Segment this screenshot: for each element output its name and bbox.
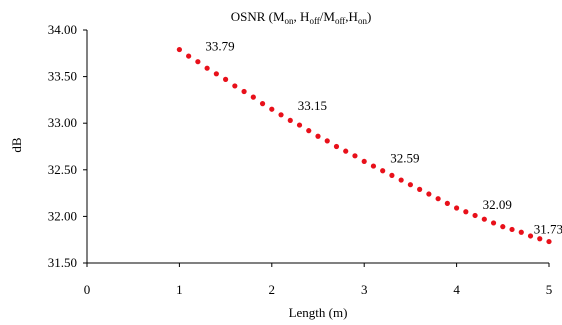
chart-title-part: /M [320, 9, 336, 24]
x-ticks: 0 1 2 3 4 5 [84, 263, 553, 297]
data-point [306, 128, 312, 134]
data-point [296, 122, 303, 128]
data-point [426, 191, 432, 197]
data-point [176, 46, 182, 53]
data-point [361, 158, 367, 165]
data-point [241, 88, 247, 95]
y-tick-label: 32.50 [48, 162, 77, 177]
chart-title-part: , H [294, 9, 310, 24]
x-tick-label: 4 [453, 282, 460, 297]
chart-title-part: OSNR (M [231, 9, 285, 24]
y-tick-label: 31.50 [48, 255, 77, 270]
data-point [352, 153, 358, 159]
chart-title-part: on [285, 16, 295, 26]
data-point [287, 117, 293, 124]
data-point [454, 205, 460, 211]
y-tick-label: 34.00 [48, 22, 77, 37]
data-point [186, 53, 192, 59]
data-label: 33.79 [205, 39, 234, 54]
data-point [223, 76, 229, 82]
data-label: 32.59 [390, 150, 419, 165]
y-ticks: 31.50 32.00 32.50 33.00 33.50 34.00 [48, 22, 87, 270]
x-tick-label: 2 [269, 282, 276, 297]
x-tick-label: 3 [361, 282, 368, 297]
data-point [398, 177, 404, 183]
data-label: 32.09 [483, 197, 512, 212]
x-axis-title: Length (m) [289, 305, 348, 320]
data-point [444, 200, 450, 206]
chart-title-part: off [335, 16, 345, 26]
data-point [333, 143, 340, 150]
data-point [278, 112, 284, 118]
data-label: 31.73 [534, 222, 562, 237]
data-point [518, 229, 524, 235]
data-point [389, 172, 395, 178]
data-point [259, 101, 266, 107]
data-point [546, 238, 552, 245]
data-labels: 33.79 33.15 32.59 32.09 31.73 [205, 39, 562, 237]
data-point [269, 106, 275, 112]
data-point [380, 168, 386, 174]
data-point [324, 138, 330, 144]
chart-title-part: ,H [345, 9, 358, 24]
data-point [500, 224, 506, 230]
chart-title-part: on [358, 16, 368, 26]
data-point [315, 133, 321, 139]
data-point [343, 148, 349, 154]
y-tick-label: 33.50 [48, 69, 77, 84]
x-tick-label: 1 [176, 282, 183, 297]
data-point [232, 83, 238, 89]
chart-title-part: off [309, 16, 319, 26]
y-axis-title: dB [9, 137, 24, 153]
data-point [370, 163, 377, 169]
data-point [472, 212, 478, 219]
series-points [176, 46, 552, 245]
x-tick-label: 5 [546, 282, 553, 297]
data-point [435, 196, 441, 202]
data-point [490, 220, 497, 226]
data-point [213, 71, 219, 77]
data-point [204, 65, 210, 71]
data-point [417, 186, 423, 192]
data-point [481, 216, 487, 222]
data-point [463, 209, 469, 215]
data-point [250, 94, 256, 100]
data-point [527, 233, 534, 239]
y-tick-label: 32.00 [48, 208, 77, 223]
data-point [407, 182, 413, 188]
data-label: 33.15 [298, 98, 327, 113]
chart-title-part: ) [367, 9, 371, 24]
x-tick-label: 0 [84, 282, 91, 297]
data-point [195, 59, 201, 65]
data-point [537, 236, 543, 242]
y-tick-label: 33.00 [48, 115, 77, 130]
chart-title: OSNR (Mon, Hoff/Moff,Hon) [231, 9, 372, 26]
data-point [509, 226, 515, 233]
